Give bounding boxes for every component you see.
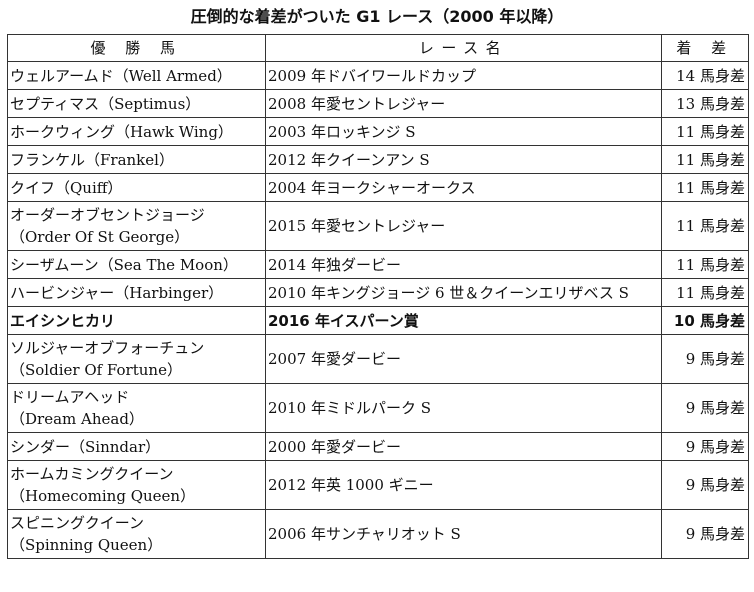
winner-name: セプティマス（Septimus） [10,94,201,113]
race-cell: 2012 年クイーンアン S [265,145,662,174]
table-row: セプティマス（Septimus） 2008 年愛セントレジャー 13 馬身差 [7,89,749,118]
table-row: オーダーオブセントジョージ （Order Of St George） 2015 年愛… [7,201,749,251]
race-cell: 2016 年イスパーン賞 [265,306,662,335]
winner-cell: セプティマス（Septimus） [7,89,266,118]
race-cell: 2015 年愛セントレジャー [265,201,662,251]
margin-cell: 9 馬身差 [661,509,749,559]
winner-name: ホームカミングクイーン [10,465,174,483]
table-row: クイフ（Quiff） 2004 年ヨークシャーオークス 11 馬身差 [7,173,749,202]
margin-cell: 13 馬身差 [661,89,749,118]
results-table: 優 勝 馬 レース名 着 差 ウェルアームド（Well Armed） 2009 年… [7,34,749,559]
winner-name: ソルジャーオブフォーチュン [10,339,205,357]
margin-cell: 9 馬身差 [661,460,749,510]
header-race: レース名 [265,34,662,62]
header-row: 優 勝 馬 レース名 着 差 [7,34,749,62]
race-cell: 2014 年独ダービー [265,250,662,279]
table-row: シンダー（Sinndar） 2000 年愛ダービー 9 馬身差 [7,432,749,461]
table-row: エイシンヒカリ 2016 年イスパーン賞 10 馬身差 [7,306,749,335]
margin-cell: 9 馬身差 [661,432,749,461]
winner-cell: エイシンヒカリ [7,306,266,335]
margin-cell: 11 馬身差 [661,250,749,279]
winner-cell: シンダー（Sinndar） [7,432,266,461]
race-cell: 2010 年ミドルパーク S [265,383,662,433]
table-row: フランケル（Frankel） 2012 年クイーンアン S 11 馬身差 [7,145,749,174]
winner-name: ホークウィング（Hawk Wing） [10,122,233,141]
winner-name: スピニングクイーン [10,514,144,532]
table-title: 圧倒的な着差がついた G1 レース（2000 年以降） [190,7,564,26]
winner-name: シンダー（Sinndar） [10,437,161,456]
race-cell: 2003 年ロッキンジ S [265,117,662,146]
winner-name: クイフ（Quiff） [10,178,123,197]
winner-name: ドリームアヘッド [10,388,130,406]
header-winner: 優 勝 馬 [7,34,266,62]
winner-name: ウェルアームド（Well Armed） [10,66,232,85]
winner-cell: ウェルアームド（Well Armed） [7,61,266,90]
race-cell: 2010 年キングジョージ 6 世＆クイーンエリザベス S [265,278,662,307]
margin-cell: 11 馬身差 [661,173,749,202]
table-row: スピニングクイーン （Spinning Queen） 2006 年サンチャリオット … [7,509,749,559]
margin-cell: 14 馬身差 [661,61,749,90]
winner-name: （Soldier Of Fortune） [10,361,182,379]
winner-cell: オーダーオブセントジョージ （Order Of St George） [7,201,266,251]
margin-cell: 11 馬身差 [661,117,749,146]
winner-cell: フランケル（Frankel） [7,145,266,174]
table-row: ハービンジャー（Harbinger） 2010 年キングジョージ 6 世＆クイーン… [7,278,749,307]
winner-cell: ホークウィング（Hawk Wing） [7,117,266,146]
margin-cell: 11 馬身差 [661,201,749,251]
winner-name: （Homecoming Queen） [10,487,196,505]
winner-name: （Spinning Queen） [10,536,163,554]
table-body: ウェルアームド（Well Armed） 2009 年ドバイワールドカップ 14 馬身… [7,61,749,559]
race-cell: 2009 年ドバイワールドカップ [265,61,662,90]
table-row: シーザムーン（Sea The Moon） 2014 年独ダービー 11 馬身差 [7,250,749,279]
winner-cell: ソルジャーオブフォーチュン （Soldier Of Fortune） [7,334,266,384]
winner-cell: スピニングクイーン （Spinning Queen） [7,509,266,559]
winner-cell: ハービンジャー（Harbinger） [7,278,266,307]
margin-cell: 11 馬身差 [661,145,749,174]
margin-cell: 9 馬身差 [661,383,749,433]
race-cell: 2012 年英 1000 ギニー [265,460,662,510]
winner-cell: ホームカミングクイーン （Homecoming Queen） [7,460,266,510]
winner-name: フランケル（Frankel） [10,150,174,169]
winner-name: ハービンジャー（Harbinger） [10,283,224,302]
header-margin: 着 差 [661,34,749,62]
table-row: ソルジャーオブフォーチュン （Soldier Of Fortune） 2007 年愛… [7,334,749,384]
margin-cell: 11 馬身差 [661,278,749,307]
margin-cell: 9 馬身差 [661,334,749,384]
race-cell: 2008 年愛セントレジャー [265,89,662,118]
winner-name: シーザムーン（Sea The Moon） [10,255,238,274]
winner-cell: ドリームアヘッド （Dream Ahead） [7,383,266,433]
race-cell: 2000 年愛ダービー [265,432,662,461]
winner-cell: シーザムーン（Sea The Moon） [7,250,266,279]
winner-name: （Dream Ahead） [10,410,144,428]
race-cell: 2004 年ヨークシャーオークス [265,173,662,202]
table-row: ホークウィング（Hawk Wing） 2003 年ロッキンジ S 11 馬身差 [7,117,749,146]
table-row: ホームカミングクイーン （Homecoming Queen） 2012 年英 100… [7,460,749,510]
winner-name: オーダーオブセントジョージ [10,206,205,224]
table-row: ウェルアームド（Well Armed） 2009 年ドバイワールドカップ 14 馬身… [7,61,749,90]
margin-cell: 10 馬身差 [661,306,749,335]
winner-name: （Order Of St George） [10,228,190,246]
race-cell: 2007 年愛ダービー [265,334,662,384]
winner-cell: クイフ（Quiff） [7,173,266,202]
race-cell: 2006 年サンチャリオット S [265,509,662,559]
winner-name: エイシンヒカリ [10,311,116,330]
